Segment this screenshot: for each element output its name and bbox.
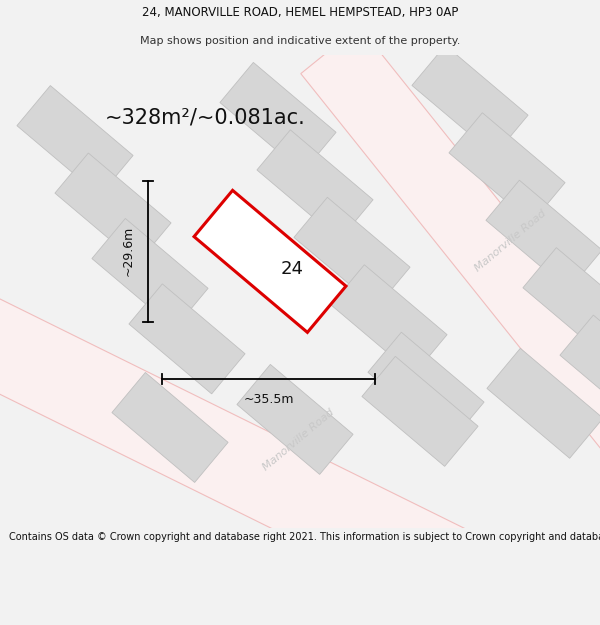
Polygon shape — [112, 372, 228, 482]
Polygon shape — [0, 293, 519, 625]
Text: ~35.5m: ~35.5m — [243, 392, 294, 406]
Polygon shape — [55, 153, 171, 263]
Polygon shape — [560, 315, 600, 425]
Polygon shape — [331, 265, 447, 375]
Polygon shape — [362, 356, 478, 466]
Polygon shape — [412, 45, 528, 155]
Polygon shape — [486, 180, 600, 290]
Text: 24, MANORVILLE ROAD, HEMEL HEMPSTEAD, HP3 0AP: 24, MANORVILLE ROAD, HEMEL HEMPSTEAD, HP… — [142, 6, 458, 19]
Text: ~29.6m: ~29.6m — [121, 226, 134, 276]
Polygon shape — [368, 332, 484, 442]
Polygon shape — [294, 198, 410, 308]
Polygon shape — [194, 191, 346, 332]
Polygon shape — [487, 348, 600, 458]
Text: Manorville Road: Manorville Road — [472, 209, 548, 274]
Text: Map shows position and indicative extent of the property.: Map shows position and indicative extent… — [140, 36, 460, 46]
Polygon shape — [220, 62, 336, 172]
Text: 24: 24 — [281, 261, 304, 278]
Polygon shape — [129, 284, 245, 394]
Polygon shape — [523, 248, 600, 357]
Polygon shape — [17, 86, 133, 196]
Polygon shape — [301, 26, 600, 461]
Text: Manorville Road: Manorville Road — [260, 407, 335, 472]
Polygon shape — [237, 364, 353, 474]
Text: Contains OS data © Crown copyright and database right 2021. This information is : Contains OS data © Crown copyright and d… — [9, 532, 600, 542]
Polygon shape — [92, 219, 208, 328]
Polygon shape — [449, 112, 565, 222]
Text: ~328m²/~0.081ac.: ~328m²/~0.081ac. — [104, 107, 305, 127]
Polygon shape — [257, 130, 373, 240]
